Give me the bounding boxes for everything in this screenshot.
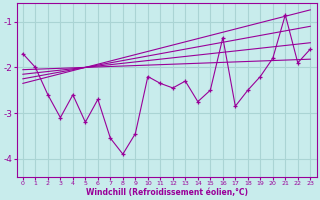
X-axis label: Windchill (Refroidissement éolien,°C): Windchill (Refroidissement éolien,°C)	[85, 188, 248, 197]
